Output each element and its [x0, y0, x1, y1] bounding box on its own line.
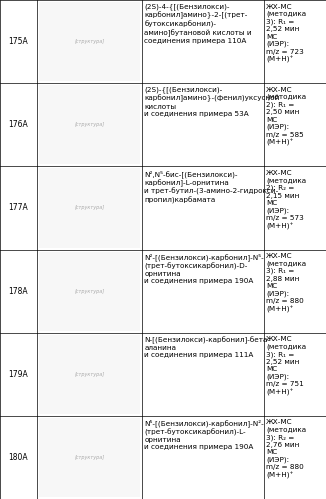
Text: N²,N⁵-бис-[(Бензилокси)-
карбонил]-L-орнитина
и трет-бутил-(3-амино-2-гидрокси-
: N²,N⁵-бис-[(Бензилокси)- карбонил]-L-орн… [144, 170, 279, 204]
Text: (2S)-4-{[(Бензилокси)-
карбонил]амино}-2-[(трет-
бутоксикарбонил)-
амино]бутанов: (2S)-4-{[(Бензилокси)- карбонил]амино}-2… [144, 3, 252, 44]
Text: 176A: 176A [8, 120, 28, 129]
Bar [39, 335, 140, 414]
Text: [структура]: [структура] [74, 372, 105, 377]
Bar [39, 85, 140, 164]
Text: 180A: 180A [9, 453, 28, 462]
Text: (2S)-{[(Бензилокси)-
карбонил]амино}-(фенил)уксусной
кислоты
и соединения пример: (2S)-{[(Бензилокси)- карбонил]амино}-(фе… [144, 87, 280, 117]
Text: ЖХ-МС
(методика
3): R₁ =
2,88 мин
МС
(ИЭР):
m/z = 880
(М+Н)⁺: ЖХ-МС (методика 3): R₁ = 2,88 мин МС (ИЭ… [266, 253, 306, 313]
Text: ЖХ-МС
(методика
2): R₁ =
2,50 мин
МС
(ИЭР):
m/z = 585
(М+Н)⁺: ЖХ-МС (методика 2): R₁ = 2,50 мин МС (ИЭ… [266, 87, 306, 146]
Text: N⁵-[(Бензилокси)-карбонил]-N²-
(трет-бутоксикарбонил)-L-
орнитина
и соединения п: N⁵-[(Бензилокси)-карбонил]-N²- (трет-бут… [144, 419, 264, 451]
Text: ЖХ-МС
(методика
3): R₂ =
2,76 мин
МС
(ИЭР):
m/z = 880
(М+Н)⁺: ЖХ-МС (методика 3): R₂ = 2,76 мин МС (ИЭ… [266, 419, 306, 479]
Text: 177A: 177A [8, 204, 28, 213]
Text: 178A: 178A [9, 286, 28, 295]
Text: [структура]: [структура] [74, 206, 105, 211]
Text: ЖХ-МС
(методика
2): R₂ =
2,15 мин
МС
(ИЭР):
m/z = 573
(М+Н)⁺: ЖХ-МС (методика 2): R₂ = 2,15 мин МС (ИЭ… [266, 170, 306, 230]
Bar [39, 168, 140, 248]
Bar [39, 2, 140, 81]
Text: [структура]: [структура] [74, 288, 105, 293]
Bar [39, 251, 140, 331]
Text: [структура]: [структура] [74, 455, 105, 460]
Text: N²-[(Бензилокси)-карбонил]-N⁵-
(трет-бутоксикарбонил)-D-
орнитина
и соединения п: N²-[(Бензилокси)-карбонил]-N⁵- (трет-бут… [144, 253, 264, 284]
Text: N-[(Бензилокси)-карбонил]-бета-
аланина
и соединения примера 111А: N-[(Бензилокси)-карбонил]-бета- аланина … [144, 336, 271, 358]
Text: 179A: 179A [8, 370, 28, 379]
Text: 175A: 175A [8, 37, 28, 46]
Text: ЖХ-МС
(методика
3): R₁ =
2,52 мин
МС
(ИЭР):
m/z = 751
(М+Н)⁺: ЖХ-МС (методика 3): R₁ = 2,52 мин МС (ИЭ… [266, 336, 306, 396]
Text: ЖХ-МС
(методика
3): R₁ =
2,52 мин
МС
(ИЭР):
m/z = 723
(М+Н)⁺: ЖХ-МС (методика 3): R₁ = 2,52 мин МС (ИЭ… [266, 3, 306, 63]
Text: [структура]: [структура] [74, 122, 105, 127]
Text: [структура]: [структура] [74, 39, 105, 44]
Bar [39, 418, 140, 497]
